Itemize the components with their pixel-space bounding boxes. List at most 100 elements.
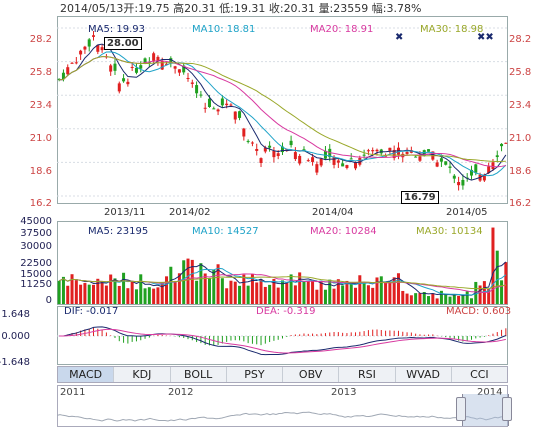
candle-body xyxy=(409,150,413,153)
volume-bar xyxy=(341,285,345,304)
navigator-right-handle[interactable] xyxy=(502,397,512,421)
candle-body xyxy=(255,148,259,151)
candle-body xyxy=(371,150,375,152)
candle-body xyxy=(259,158,263,163)
price-ma10-label: MA10: 18.81 xyxy=(192,24,256,35)
price-ma10-line xyxy=(59,51,507,177)
date-label: 2013/11 xyxy=(104,207,146,218)
volume-bar xyxy=(349,283,353,304)
tab-kdj[interactable]: KDJ xyxy=(114,367,171,382)
volume-ma30-line xyxy=(58,275,506,290)
volume-bar xyxy=(92,284,96,304)
volume-bar xyxy=(285,283,289,304)
price-ytick: 28.2 xyxy=(29,34,52,45)
price-panel[interactable] xyxy=(57,16,508,204)
vol-ma5-label: MA5: 23195 xyxy=(88,226,149,237)
close-label: 收: xyxy=(268,2,284,15)
candle-body xyxy=(444,161,448,165)
volume-bar xyxy=(212,269,216,304)
tab-rsi[interactable]: RSI xyxy=(339,367,396,382)
date-label: 2014/04 xyxy=(312,207,354,218)
volume-bar xyxy=(444,294,448,304)
candle-body xyxy=(173,66,177,69)
volume-bar xyxy=(427,296,431,304)
open-label: 开: xyxy=(123,2,139,15)
candle-body xyxy=(134,67,138,73)
candle-body xyxy=(414,156,418,158)
volume-bar xyxy=(504,262,508,304)
volume-bar xyxy=(392,277,396,304)
range-navigator[interactable] xyxy=(57,385,508,427)
marker-x-icon: ✖ xyxy=(395,32,404,43)
candle-body xyxy=(341,163,345,167)
navigator-left-handle[interactable] xyxy=(456,397,466,421)
candle-body xyxy=(220,98,224,106)
candle-body xyxy=(306,160,310,162)
volume-bar xyxy=(130,281,134,304)
volume-bar xyxy=(491,227,495,304)
volume-bar xyxy=(289,274,293,304)
volume-bar xyxy=(298,272,302,304)
volume-bar xyxy=(268,284,272,304)
volume-bar xyxy=(117,285,121,304)
tab-wvad[interactable]: WVAD xyxy=(396,367,452,382)
candle-body xyxy=(122,78,126,82)
volume-bar xyxy=(272,278,276,304)
volume-bar xyxy=(435,298,439,304)
volume-bar xyxy=(74,280,78,304)
tab-obv[interactable]: OBV xyxy=(283,367,340,382)
candle-body xyxy=(319,158,323,166)
candle-body xyxy=(246,140,250,142)
candle-body xyxy=(177,69,181,73)
tab-cci[interactable]: CCI xyxy=(470,368,489,381)
price-ytick: 25.8 xyxy=(29,67,52,78)
candle-body xyxy=(152,53,156,61)
candle-body xyxy=(495,155,499,158)
vol-ytick: 15000 xyxy=(20,269,52,280)
candle-body xyxy=(169,58,173,63)
tab-macd[interactable]: MACD xyxy=(58,367,115,382)
candle-body xyxy=(392,149,396,159)
volume-bar xyxy=(465,291,469,304)
volume-bar xyxy=(182,260,186,304)
volume-bar xyxy=(311,281,315,304)
candle-body xyxy=(285,149,289,152)
navigator-year: 2012 xyxy=(168,387,194,398)
candle-body xyxy=(74,62,78,64)
dif-line xyxy=(59,326,507,356)
volume-bar xyxy=(57,280,61,304)
volume-bar xyxy=(203,273,207,304)
volume-panel[interactable] xyxy=(57,221,508,305)
price-ytick-right: 25.8 xyxy=(509,67,532,78)
price-ma20-label: MA20: 18.91 xyxy=(310,24,374,35)
price-ytick-right: 21.0 xyxy=(509,133,532,144)
candle-body xyxy=(165,63,169,65)
price-ytick: 23.4 xyxy=(29,100,52,111)
volume-bar xyxy=(96,278,100,304)
price-ma30-label: MA30: 18.98 xyxy=(420,24,484,35)
volume-bar xyxy=(388,281,392,304)
tab-boll[interactable]: BOLL xyxy=(171,367,227,382)
candle-body xyxy=(57,78,61,80)
candle-body xyxy=(487,166,491,174)
volume-bar xyxy=(152,288,156,304)
candle-body xyxy=(199,94,203,96)
indicator-tabs: MACD KDJ BOLL PSY OBV RSI WVAD CCI xyxy=(57,366,508,383)
volume-bar xyxy=(143,288,147,304)
volume-bar xyxy=(190,259,194,304)
candle-body xyxy=(293,152,297,160)
candle-body xyxy=(405,151,409,154)
tab-psy[interactable]: PSY xyxy=(227,367,283,382)
volume-ma5-line xyxy=(58,261,507,297)
candle-body xyxy=(315,164,319,173)
navigator-year: 2014 xyxy=(477,387,503,398)
candle-body xyxy=(263,147,267,152)
volume-bar xyxy=(366,285,370,304)
volume-bar xyxy=(302,281,306,304)
volume-bar xyxy=(336,279,340,304)
macd-chart xyxy=(57,326,508,356)
candle-body xyxy=(130,66,134,68)
volume-bar xyxy=(495,250,499,304)
price-ytick: 18.6 xyxy=(29,166,52,177)
candle-body xyxy=(268,145,272,148)
